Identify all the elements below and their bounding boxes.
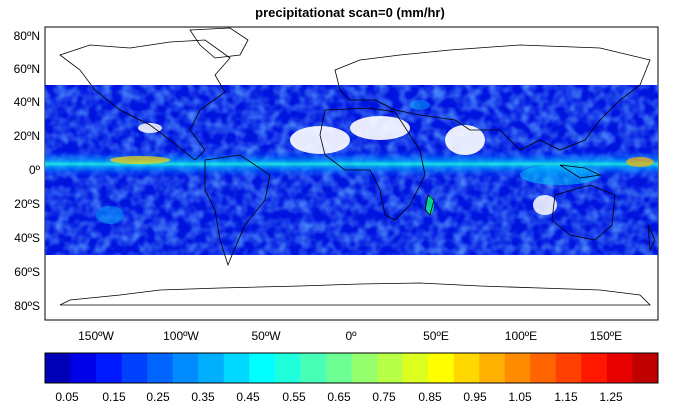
lon-tick-label: 150ºW xyxy=(78,329,114,343)
lat-tick-label: 40ºN xyxy=(14,95,40,109)
colorbar-swatch xyxy=(606,353,633,383)
colorbar-frame xyxy=(44,352,659,384)
colorbar-swatch xyxy=(198,353,225,383)
lon-tick-label: 0º xyxy=(345,329,357,343)
no-data-patch xyxy=(445,125,485,155)
colorbar-swatch xyxy=(453,353,480,383)
map-title: precipitationat scan=0 (mm/hr) xyxy=(255,5,445,20)
lat-tick-label: 20ºS xyxy=(14,197,40,211)
lat-tick-label: 0º xyxy=(29,163,41,177)
colorbar-swatch xyxy=(70,353,97,383)
colorbar-swatch xyxy=(121,353,148,383)
colorbar-swatch xyxy=(300,353,327,383)
colorbar-tick-label: 0.65 xyxy=(327,390,351,404)
colorbar-swatch xyxy=(274,353,301,383)
lat-tick-label: 40ºS xyxy=(14,231,40,245)
colorbar-labels: 0.05 0.15 0.25 0.35 0.45 0.55 0.65 0.75 … xyxy=(55,390,623,404)
colorbar-swatch xyxy=(96,353,123,383)
colorbar-tick-label: 0.35 xyxy=(191,390,215,404)
colorbar-swatch xyxy=(402,353,429,383)
colorbar-swatch xyxy=(249,353,276,383)
colorbar-swatch xyxy=(632,353,659,383)
colorbar-swatch xyxy=(172,353,199,383)
colorbar-tick-label: 0.55 xyxy=(282,390,306,404)
lon-tick-label: 50ºW xyxy=(251,329,281,343)
colorbar-swatch xyxy=(428,353,455,383)
colorbar-tick-label: 0.95 xyxy=(463,390,487,404)
colorbar-swatch xyxy=(377,353,404,383)
colorbar-swatch xyxy=(351,353,378,383)
colorbar-tick-label: 0.25 xyxy=(146,390,170,404)
lon-tick-label: 50ºE xyxy=(423,329,449,343)
lon-tick-label: 100ºW xyxy=(163,329,199,343)
lat-tick-label: 60ºS xyxy=(14,265,40,279)
longitude-axis: 150ºW 100ºW 50ºW 0º 50ºE 100ºE 150ºE xyxy=(78,329,622,343)
colorbar-tick-label: 1.25 xyxy=(599,390,623,404)
no-data-patch xyxy=(290,126,350,154)
lat-tick-label: 80ºN xyxy=(14,29,40,43)
colorbar-tick-label: 1.15 xyxy=(554,390,578,404)
colorbar-swatch xyxy=(325,353,352,383)
colorbar-swatch xyxy=(504,353,531,383)
colorbar-swatch xyxy=(45,353,72,383)
colorbar-tick-label: 0.75 xyxy=(372,390,396,404)
colorbar-tick-label: 0.15 xyxy=(102,390,126,404)
colorbar-swatch xyxy=(147,353,174,383)
no-data-patch xyxy=(426,196,434,214)
colorbar-tick-label: 0.85 xyxy=(418,390,442,404)
colorbar-swatch xyxy=(555,353,582,383)
colorbar-tick-label: 0.05 xyxy=(55,390,79,404)
lat-tick-label: 60ºN xyxy=(14,62,40,76)
colorbar-swatch xyxy=(479,353,506,383)
lon-tick-label: 100ºE xyxy=(505,329,537,343)
coastlines xyxy=(59,27,656,306)
lat-tick-label: 20ºN xyxy=(14,129,40,143)
colorbar-swatch xyxy=(581,353,608,383)
colorbar-swatch xyxy=(223,353,250,383)
colorbar-swatch xyxy=(530,353,557,383)
no-data-patch xyxy=(138,123,162,133)
precipitation-field xyxy=(45,85,658,255)
no-data-patch xyxy=(350,116,410,140)
no-data-patch xyxy=(533,195,557,215)
colorbar-tick-label: 0.45 xyxy=(236,390,260,404)
colorbar-tick-label: 1.05 xyxy=(508,390,532,404)
lat-tick-label: 80ºS xyxy=(14,299,40,313)
lon-tick-label: 150ºE xyxy=(590,329,622,343)
colorbar xyxy=(45,353,659,383)
latitude-axis: 80ºN 60ºN 40ºN 20ºN 0º 20ºS 40ºS 60ºS 80… xyxy=(14,29,41,313)
